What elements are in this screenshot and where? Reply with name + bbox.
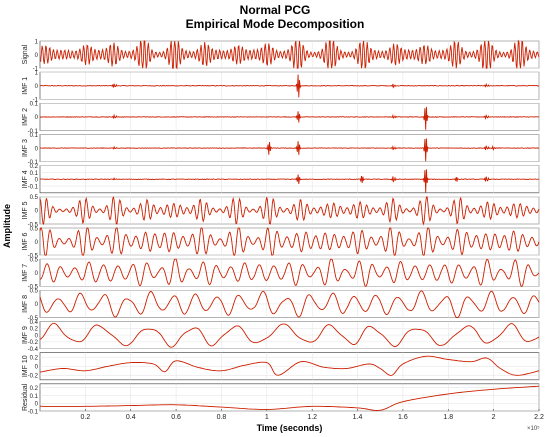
x-tick-label: 2.2 (534, 414, 544, 421)
x-axis-exponent: ×10⁵ (527, 425, 540, 432)
x-tick-label: 0.4 (126, 414, 136, 421)
y-tick-label: -0.5 (28, 316, 39, 322)
panel-imf-3-label: IMF 3 (22, 139, 29, 157)
y-tick-label: 0.5 (30, 289, 39, 295)
y-tick-label: -1 (33, 98, 39, 104)
panel-imf-1-series-line (39, 74, 540, 98)
y-tick-label: 0.5 (30, 195, 39, 201)
y-tick-label: 0 (35, 115, 39, 121)
panel-imf-1-label: IMF 1 (22, 77, 29, 95)
y-axis-label: Amplitude (2, 204, 12, 248)
y-tick-label: 0 (35, 178, 39, 184)
y-tick-label: -0.2 (28, 340, 39, 346)
y-tick-label: 0.1 (30, 102, 39, 108)
y-tick-label: -0.1 (28, 160, 39, 166)
y-tick-label: 0.5 (30, 257, 39, 263)
y-tick-label: 0.1 (30, 394, 39, 400)
y-tick-label: -0.5 (28, 222, 39, 228)
y-tick-label: 0.1 (30, 171, 39, 177)
panel-imf-8-label: IMF 8 (22, 295, 29, 313)
y-tick-label: -0.2 (28, 374, 39, 380)
panel-imf-9-label: IMF 9 (22, 326, 29, 344)
y-tick-label: -0.5 (28, 285, 39, 291)
y-tick-label: -0.1 (28, 129, 39, 135)
chart-title: Normal PCG (239, 3, 311, 17)
x-tick-label: 1.2 (307, 414, 317, 421)
panel-imf-2-series-line (39, 106, 540, 130)
y-tick-label: 0 (35, 365, 39, 371)
y-tick-label: 0.2 (30, 327, 39, 333)
x-axis-label: Time (seconds) (257, 423, 323, 433)
panel-imf-5-series-line (39, 196, 540, 226)
panel-residual-series-line (40, 385, 540, 411)
y-tick-label: -1 (33, 66, 39, 72)
y-tick-label: 0.2 (30, 164, 39, 170)
panel-imf-9-series-line (39, 322, 540, 348)
panel-imf-2-label: IMF 2 (22, 108, 29, 126)
panel-imf-3-series-line (39, 138, 540, 162)
x-tick-label: 1.8 (443, 414, 453, 421)
y-tick-label: 0 (35, 84, 39, 90)
y-tick-label: -0.5 (28, 253, 39, 259)
panel-imf-4-label: IMF 4 (22, 170, 29, 188)
x-tick-label: 0.2 (80, 414, 90, 421)
panel-imf-5-label: IMF 5 (22, 201, 29, 219)
panel-signal-label: Signal (22, 44, 29, 64)
y-tick-label: 0.4 (30, 320, 39, 326)
panel-imf-7-series-line (39, 258, 540, 287)
panel-imf-4-series-line (39, 169, 539, 193)
y-tick-label: -0.1 (28, 409, 39, 415)
panel-imf-10-series-line (39, 355, 540, 376)
y-tick-label: -0.4 (28, 347, 39, 353)
y-tick-label: 0.5 (30, 226, 39, 232)
x-tick-label: 1.6 (398, 414, 408, 421)
x-tick-label: 0.6 (171, 414, 181, 421)
y-tick-label: 0.2 (30, 355, 39, 361)
y-tick-label: -0.1 (28, 184, 39, 190)
y-tick-label: 0 (35, 333, 39, 339)
x-tick-label: 1.4 (353, 414, 363, 421)
x-tick-label: 0.8 (217, 414, 227, 421)
y-tick-label: 1 (35, 70, 39, 76)
y-tick-label: 0 (35, 209, 39, 215)
y-tick-label: 0 (35, 402, 39, 408)
y-tick-label: 0 (35, 146, 39, 152)
panel-residual-label: Residual (22, 383, 29, 411)
y-tick-label: 0 (35, 271, 39, 277)
panel-signal-series-line (39, 39, 540, 70)
y-tick-label: 0 (35, 240, 39, 246)
y-tick-label: 0.2 (30, 386, 39, 392)
chart-subtitle: Empirical Mode Decomposition (185, 17, 365, 31)
y-tick-label: 1 (35, 39, 39, 45)
y-tick-label: 0 (35, 302, 39, 308)
panel-imf-6-label: IMF 6 (22, 233, 29, 251)
panel-imf-8-series-line (39, 290, 540, 318)
panel-imf-10-label: IMF 10 (22, 355, 29, 377)
panel-imf-6-series-line (39, 227, 540, 256)
x-tick-label: 1 (265, 414, 269, 421)
x-tick-label: 2 (492, 414, 496, 421)
panel-imf-7-label: IMF 7 (22, 264, 29, 282)
y-tick-label: 0.1 (30, 133, 39, 139)
y-tick-label: 0 (35, 53, 39, 59)
